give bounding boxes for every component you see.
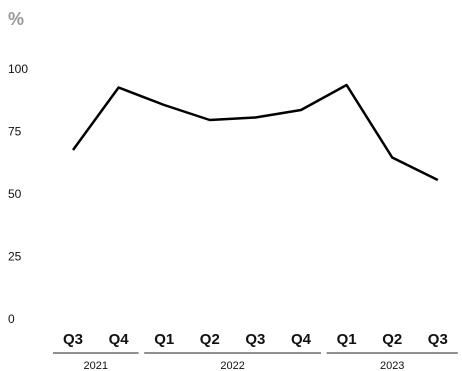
data-line (71, 83, 439, 182)
y-tick-label: 100 (8, 62, 28, 76)
y-tick-label: 50 (8, 187, 22, 201)
year-label: 2023 (380, 360, 404, 371)
x-tick-label: Q3 (428, 331, 448, 348)
year-label: 2022 (220, 360, 244, 371)
x-tick-label: Q2 (200, 331, 220, 348)
x-tick-label: Q1 (337, 331, 357, 348)
x-tick-label: Q2 (382, 331, 402, 348)
y-tick-label: 25 (8, 250, 22, 264)
x-tick-label: Q4 (109, 331, 130, 348)
y-tick-label: 0 (8, 312, 15, 326)
x-tick-label: Q3 (63, 331, 83, 348)
y-tick-label: 75 (8, 125, 22, 139)
year-label: 2021 (84, 360, 108, 371)
x-tick-label: Q4 (291, 331, 312, 348)
x-tick-label: Q3 (245, 331, 265, 348)
x-tick-label: Q1 (154, 331, 174, 348)
y-unit: % (8, 9, 24, 29)
